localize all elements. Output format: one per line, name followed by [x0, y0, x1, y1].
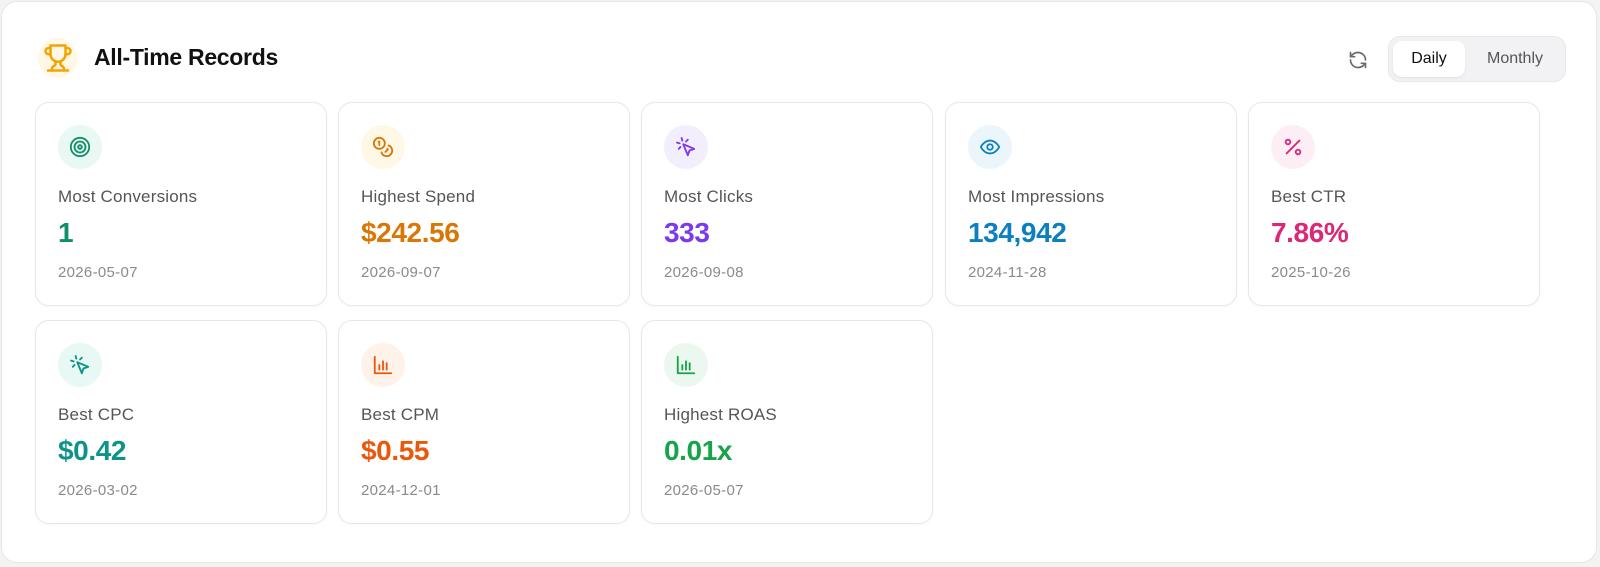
record-value: 1	[58, 217, 74, 248]
trophy-icon	[38, 38, 78, 78]
record-date: 2024-12-01	[361, 482, 441, 499]
record-date: 2026-03-02	[58, 482, 138, 499]
cursor-click-icon	[664, 125, 708, 169]
cursor-click-icon	[58, 343, 102, 387]
record-date: 2026-05-07	[58, 264, 138, 281]
eye-icon	[968, 125, 1012, 169]
percent-icon	[1271, 125, 1315, 169]
record-label: Best CPC	[58, 405, 135, 424]
toggle-monthly[interactable]: Monthly	[1486, 50, 1544, 67]
record-date: 2024-11-28	[968, 264, 1047, 281]
record-card-most-conversions: Most Conversions 1 2026-05-07	[35, 102, 327, 306]
record-date: 2026-09-07	[361, 264, 441, 281]
record-card-most-clicks: Most Clicks 333 2026-09-08	[641, 102, 933, 306]
period-toggle: Daily Monthly	[1388, 36, 1566, 82]
toggle-daily[interactable]: Daily	[1393, 41, 1465, 77]
record-value: 333	[664, 217, 710, 248]
record-label: Highest Spend	[361, 187, 476, 206]
record-label: Best CTR	[1271, 187, 1347, 206]
record-value: 134,942	[968, 217, 1067, 248]
target-icon	[58, 125, 102, 169]
record-value: $242.56	[361, 217, 460, 248]
record-label: Highest ROAS	[664, 405, 777, 424]
bar-chart-icon	[361, 343, 405, 387]
refresh-icon	[1348, 50, 1368, 70]
record-value: $0.55	[361, 435, 430, 466]
record-label: Most Clicks	[664, 187, 754, 206]
bar-chart-icon	[664, 343, 708, 387]
page-title: All-Time Records	[94, 44, 278, 70]
record-card-most-impressions: Most Impressions 134,942 2024-11-28	[945, 102, 1237, 306]
record-date: 2025-10-26	[1271, 264, 1351, 281]
record-label: Most Impressions	[968, 187, 1105, 206]
record-value: $0.42	[58, 435, 127, 466]
record-card-highest-spend: Highest Spend $242.56 2026-09-07	[338, 102, 630, 306]
coins-icon	[361, 125, 405, 169]
record-date: 2026-09-08	[664, 264, 744, 281]
record-card-best-cpc: Best CPC $0.42 2026-03-02	[35, 320, 327, 524]
record-label: Most Conversions	[58, 187, 198, 206]
panel-header: All-Time Records Daily Monthly	[2, 2, 1596, 102]
refresh-button[interactable]	[1344, 46, 1372, 74]
record-value: 7.86%	[1271, 217, 1349, 248]
record-date: 2026-05-07	[664, 482, 744, 499]
record-label: Best CPM	[361, 405, 440, 424]
record-value: 0.01x	[664, 435, 733, 466]
record-card-highest-roas: Highest ROAS 0.01x 2026-05-07	[641, 320, 933, 524]
record-card-best-ctr: Best CTR 7.86% 2025-10-26	[1248, 102, 1540, 306]
record-card-best-cpm: Best CPM $0.55 2024-12-01	[338, 320, 630, 524]
